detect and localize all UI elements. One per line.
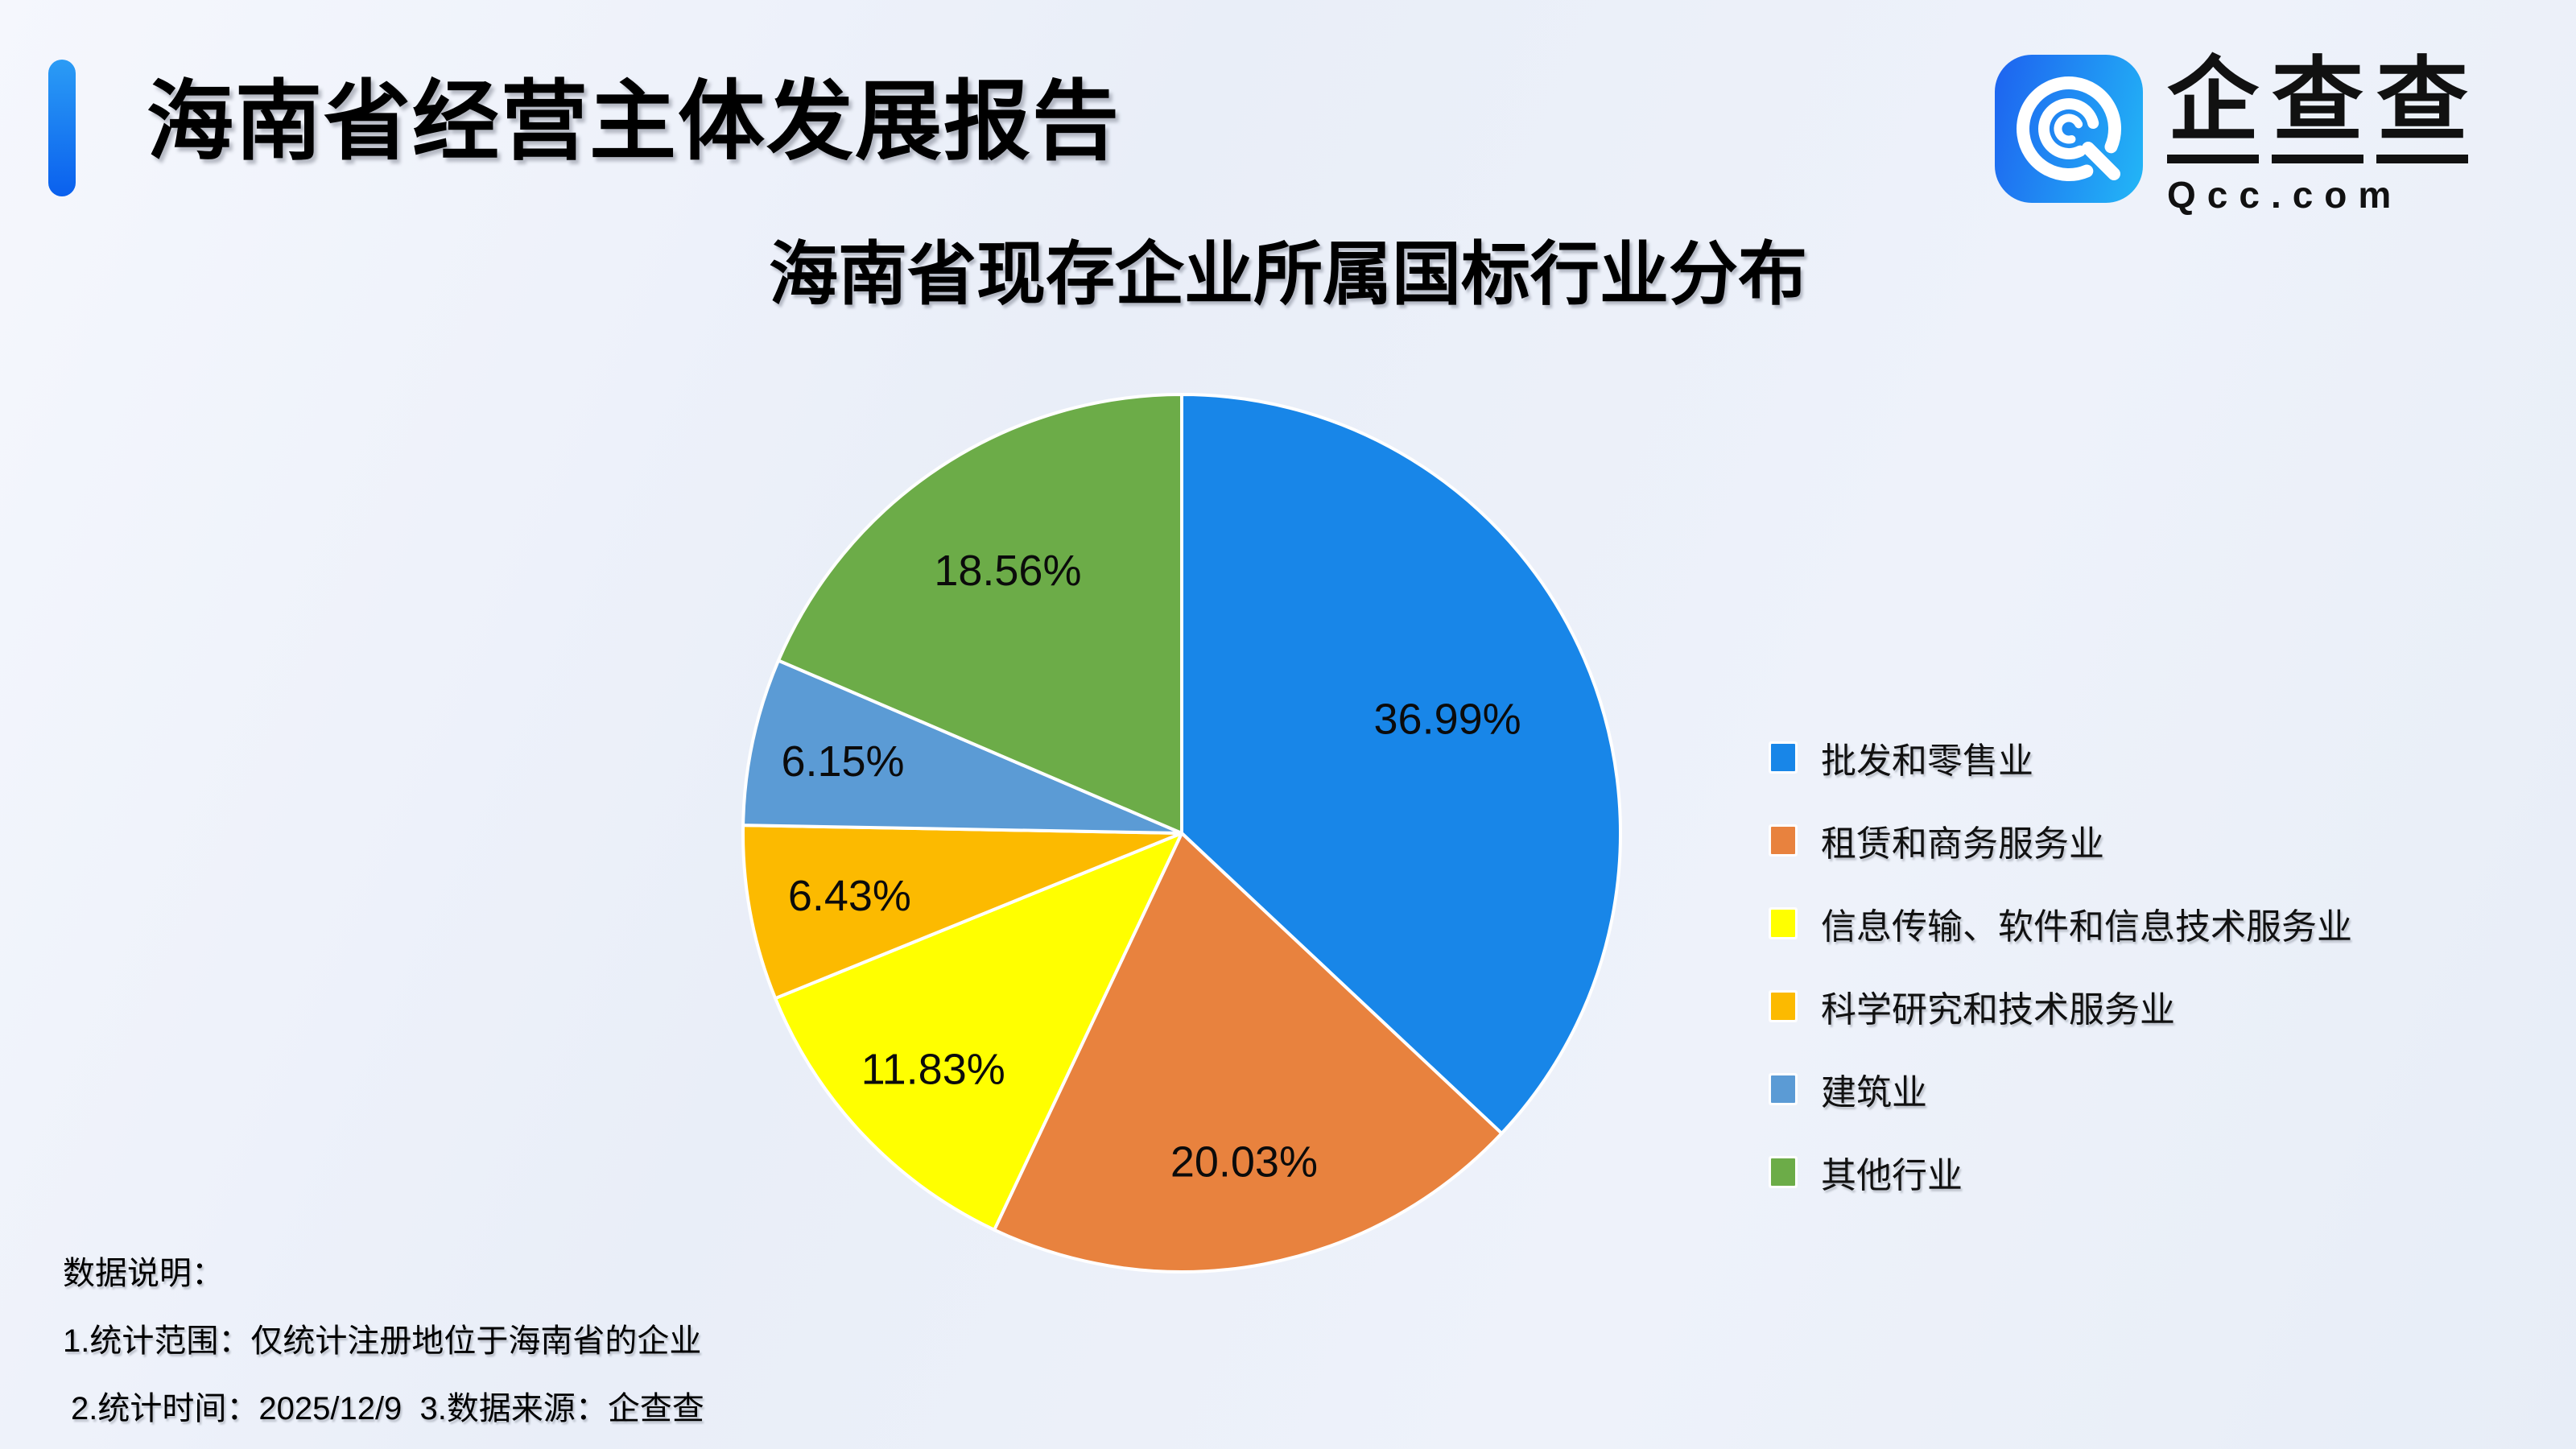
legend-swatch-icon: [1771, 1075, 1795, 1103]
legend-label: 租赁和商务服务业: [1821, 824, 2104, 864]
legend-swatch-icon: [1771, 744, 1795, 771]
pie-slice-value-label: 36.99%: [1374, 696, 1521, 744]
qcc-domain-text: Qcc.com: [2167, 174, 2403, 217]
chart-title: 海南省现存企业所属国标行业分布: [769, 236, 1807, 313]
legend-label: 批发和零售业: [1821, 741, 2033, 781]
qcc-logo-text: 企查查 Qcc.com: [2167, 54, 2469, 217]
chart-legend: 批发和零售业租赁和商务服务业信息传输、软件和信息技术服务业 科学研究和技术服务业建…: [1771, 734, 2352, 1232]
footer-note-2: 2.统计时间：2025/12/9 3.数据来源：企查查: [71, 1391, 704, 1426]
pie-slice-value-label: 11.83%: [861, 1046, 1005, 1094]
report-title: 海南省经营主体发展报告: [147, 72, 1121, 170]
legend-item-5: 建筑业: [1771, 1066, 2352, 1113]
legend-item-4: 科学研究和技术服务业: [1771, 983, 2352, 1030]
pie-slice-1: [1180, 393, 1622, 1135]
qcc-logo: 企查查 Qcc.com: [1995, 54, 2469, 217]
legend-label: 科学研究和技术服务业: [1821, 990, 2175, 1030]
legend-label: 其他行业: [1821, 1156, 1963, 1195]
pie-slice-6: [776, 393, 1183, 835]
legend-label: 信息传输、软件和信息技术服务业: [1821, 907, 2352, 947]
footer-note-1: 1.统计范围：仅统计注册地位于海南省的企业: [63, 1323, 702, 1359]
pie-chart: 36.99% 20.03% 11.83% 6.43% 6.15% 18.56%: [741, 393, 1622, 1274]
pie-slice-5: [741, 658, 1183, 835]
legend-item-2: 租赁和商务服务业: [1771, 817, 2352, 864]
qcc-logo-icon: [1995, 55, 2143, 203]
pie-slice-value-label: 20.03%: [1170, 1137, 1318, 1186]
legend-item-6: 其他行业: [1771, 1149, 2352, 1195]
pie-slice-4: [741, 824, 1183, 1001]
pie-slice-3: [774, 832, 1183, 1232]
footer-notes: 数据说明： 1.统计范围：仅统计注册地位于海南省的企业 2.统计时间：2025/…: [63, 1240, 704, 1443]
legend-label: 建筑业: [1821, 1073, 1927, 1113]
title-accent-bar: [48, 60, 76, 196]
qcc-brand-text: 企查查: [2167, 54, 2469, 164]
footer-heading: 数据说明：: [63, 1256, 224, 1291]
pie-slice-2: [993, 832, 1504, 1274]
legend-swatch-icon: [1771, 827, 1795, 854]
pie-slice-value-label: 6.43%: [788, 872, 911, 920]
qcc-brand-char: 查: [2376, 54, 2469, 164]
pie-slice-value-label: 18.56%: [934, 547, 1081, 595]
legend-item-3: 信息传输、软件和信息技术服务业: [1771, 900, 2352, 947]
legend-swatch-icon: [1771, 1158, 1795, 1186]
legend-swatch-icon: [1771, 910, 1795, 937]
qcc-brand-char: 查: [2272, 54, 2364, 164]
pie-slice-value-label: 6.15%: [781, 737, 904, 786]
legend-item-1: 批发和零售业: [1771, 734, 2352, 781]
qcc-brand-char: 企: [2167, 54, 2260, 164]
legend-swatch-icon: [1771, 993, 1795, 1020]
